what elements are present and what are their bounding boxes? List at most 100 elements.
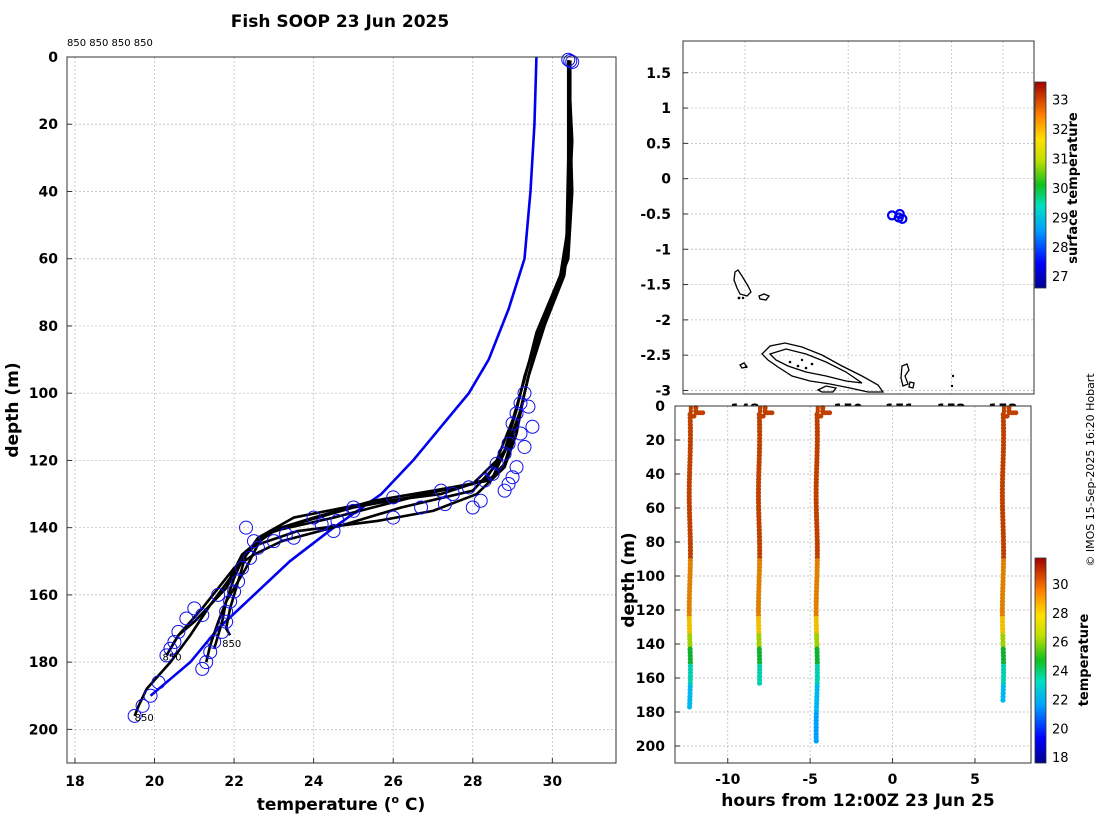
surface-temperature-tick-32: 32 — [1052, 123, 1069, 138]
profile-marker-49 — [163, 641, 178, 656]
temperature-tick-22: 22 — [1052, 693, 1069, 708]
section-y-ticks: 0 20 40 60 80 100 120 140 160 180 200 — [636, 399, 680, 755]
profile-marker-33 — [243, 550, 257, 565]
temperature-tick-18: 18 — [1052, 751, 1069, 766]
coastline-islet-east — [900, 363, 910, 387]
profile-marker-55 — [239, 520, 254, 535]
profile-marker-53 — [135, 698, 150, 713]
section-x-tick-label--5: -5 — [802, 772, 818, 788]
y-tick-label-0: 0 — [48, 50, 58, 66]
profile-end-label-3: 850 — [135, 713, 154, 724]
profile-marker-52 — [143, 688, 158, 703]
map-y-ticks: 1.5 1 0.5 0 -0.5 -1 -1.5 -2 -2.5 -3 — [640, 66, 688, 399]
profile-marker-15 — [517, 439, 532, 454]
section-y-axis-label: depth (m) — [619, 532, 639, 627]
profile-marker-27 — [330, 513, 345, 528]
profile-x-axis-label: temperature (o C) — [257, 793, 426, 815]
x-tick-label-18: 18 — [65, 774, 84, 790]
surface-temperature-tick-28: 28 — [1052, 241, 1069, 256]
profile-marker-18 — [477, 473, 492, 488]
surface-temperature-colorbar-ticks: 27 28 29 30 31 32 33 — [1052, 94, 1069, 286]
profile-marker-22 — [497, 483, 512, 498]
profile-x-ticks: 18 20 22 24 26 28 30 — [65, 758, 562, 790]
map-point-4 — [893, 212, 904, 223]
y-tick-label-80: 80 — [39, 319, 59, 335]
profile-marker-56 — [286, 530, 301, 545]
cast-3-surface — [827, 410, 833, 416]
section-gridlines — [675, 405, 1031, 763]
map-y-tick-label-0: 1.5 — [646, 66, 671, 82]
surface-temperature-colorbar-label: surface temperature — [1066, 112, 1081, 264]
surface-temperature-tick-31: 31 — [1052, 153, 1069, 168]
cast-4-surface — [1004, 413, 1010, 419]
map-chart: 1.510.50-0.5-1-1.5-2-2.5-3 1481501511521… — [640, 40, 1081, 418]
section-y-tick-label-200: 200 — [636, 739, 665, 755]
section-y-tick-label-120: 120 — [636, 603, 665, 619]
profile-marker-50 — [159, 648, 174, 663]
temperature-tick-28: 28 — [1052, 607, 1069, 622]
profile-marker-30 — [278, 527, 293, 542]
section-x-tick-label--10: -10 — [715, 772, 741, 788]
profile-top-labels: 850 850 850 850 — [67, 38, 153, 49]
surface-temperature-tick-27: 27 — [1052, 270, 1069, 285]
profile-marker-8 — [513, 426, 528, 441]
profile-marker-25 — [386, 510, 401, 525]
cast-2-surface — [769, 410, 775, 416]
coastline-layer — [733, 269, 915, 393]
x-tick-label-20: 20 — [145, 774, 165, 790]
map-points-layer — [886, 208, 908, 225]
profile-marker-39 — [219, 614, 234, 629]
map-axes-frame — [682, 40, 1035, 395]
surface-temperature-tick-29: 29 — [1052, 211, 1069, 226]
profile-marker-42 — [203, 645, 218, 660]
cast-1-sample — [687, 704, 693, 710]
surface-temperature-tick-30: 30 — [1052, 182, 1069, 197]
section-plot-area — [675, 406, 1031, 763]
section-y-tick-label-60: 60 — [646, 501, 666, 517]
cast-2-sample — [756, 680, 763, 686]
profile-marker-41 — [207, 634, 222, 649]
section-casts-layer — [686, 405, 1019, 744]
profile-marker-54 — [127, 708, 142, 723]
profile-marker-32 — [250, 540, 265, 555]
profile-marker-11 — [489, 456, 504, 471]
profile-marker-47 — [171, 624, 186, 639]
profile-marker-63 — [326, 524, 341, 539]
temperature-tick-20: 20 — [1052, 722, 1069, 737]
x-tick-label-24: 24 — [304, 774, 324, 790]
profile-marker-19 — [461, 480, 476, 495]
map-y-tick-label-9: -3 — [655, 383, 671, 399]
y-tick-label-40: 40 — [39, 184, 59, 200]
map-y-tick-label-6: -1.5 — [640, 278, 671, 294]
y-tick-label-120: 120 — [29, 453, 58, 469]
profile-y-axis-label: depth (m) — [3, 362, 23, 457]
section-x-ticks: -10 -5 0 5 — [715, 758, 980, 788]
temperature-tick-26: 26 — [1052, 636, 1069, 651]
profile-marker-31 — [266, 534, 281, 549]
y-tick-label-20: 20 — [39, 117, 59, 133]
section-y-tick-label-0: 0 — [655, 399, 665, 415]
map-y-tick-label-1: 1 — [661, 101, 671, 117]
profile-chart: 18 20 22 24 26 28 30 0 20 40 60 80 100 120 140 160 180 2… — [3, 38, 617, 815]
y-tick-label-140: 140 — [29, 521, 58, 537]
profile-marker-2 — [565, 55, 580, 70]
temperature-colorbar-label: temperature — [1077, 614, 1092, 707]
profile-marker-46 — [179, 611, 194, 626]
map-y-tick-label-7: -2 — [655, 313, 671, 329]
y-tick-label-180: 180 — [29, 655, 58, 671]
section-y-tick-label-40: 40 — [646, 467, 666, 483]
cast-3-sample — [813, 738, 819, 744]
profile-marker-48 — [167, 634, 182, 649]
x-tick-label-28: 28 — [463, 774, 482, 790]
section-y-tick-label-100: 100 — [636, 569, 665, 585]
cast-4-surface — [1013, 410, 1019, 416]
climatology-line — [149, 56, 538, 697]
coastline-island-small — [758, 293, 771, 301]
profile-end-labels: 850 850 850 — [135, 639, 242, 724]
profile-marker-36 — [227, 584, 242, 599]
temperature-colorbar — [1034, 557, 1047, 764]
map-plot-area — [683, 41, 1034, 394]
profile-end-label-1: 850 — [162, 652, 181, 663]
profile-marker-14 — [525, 419, 540, 434]
